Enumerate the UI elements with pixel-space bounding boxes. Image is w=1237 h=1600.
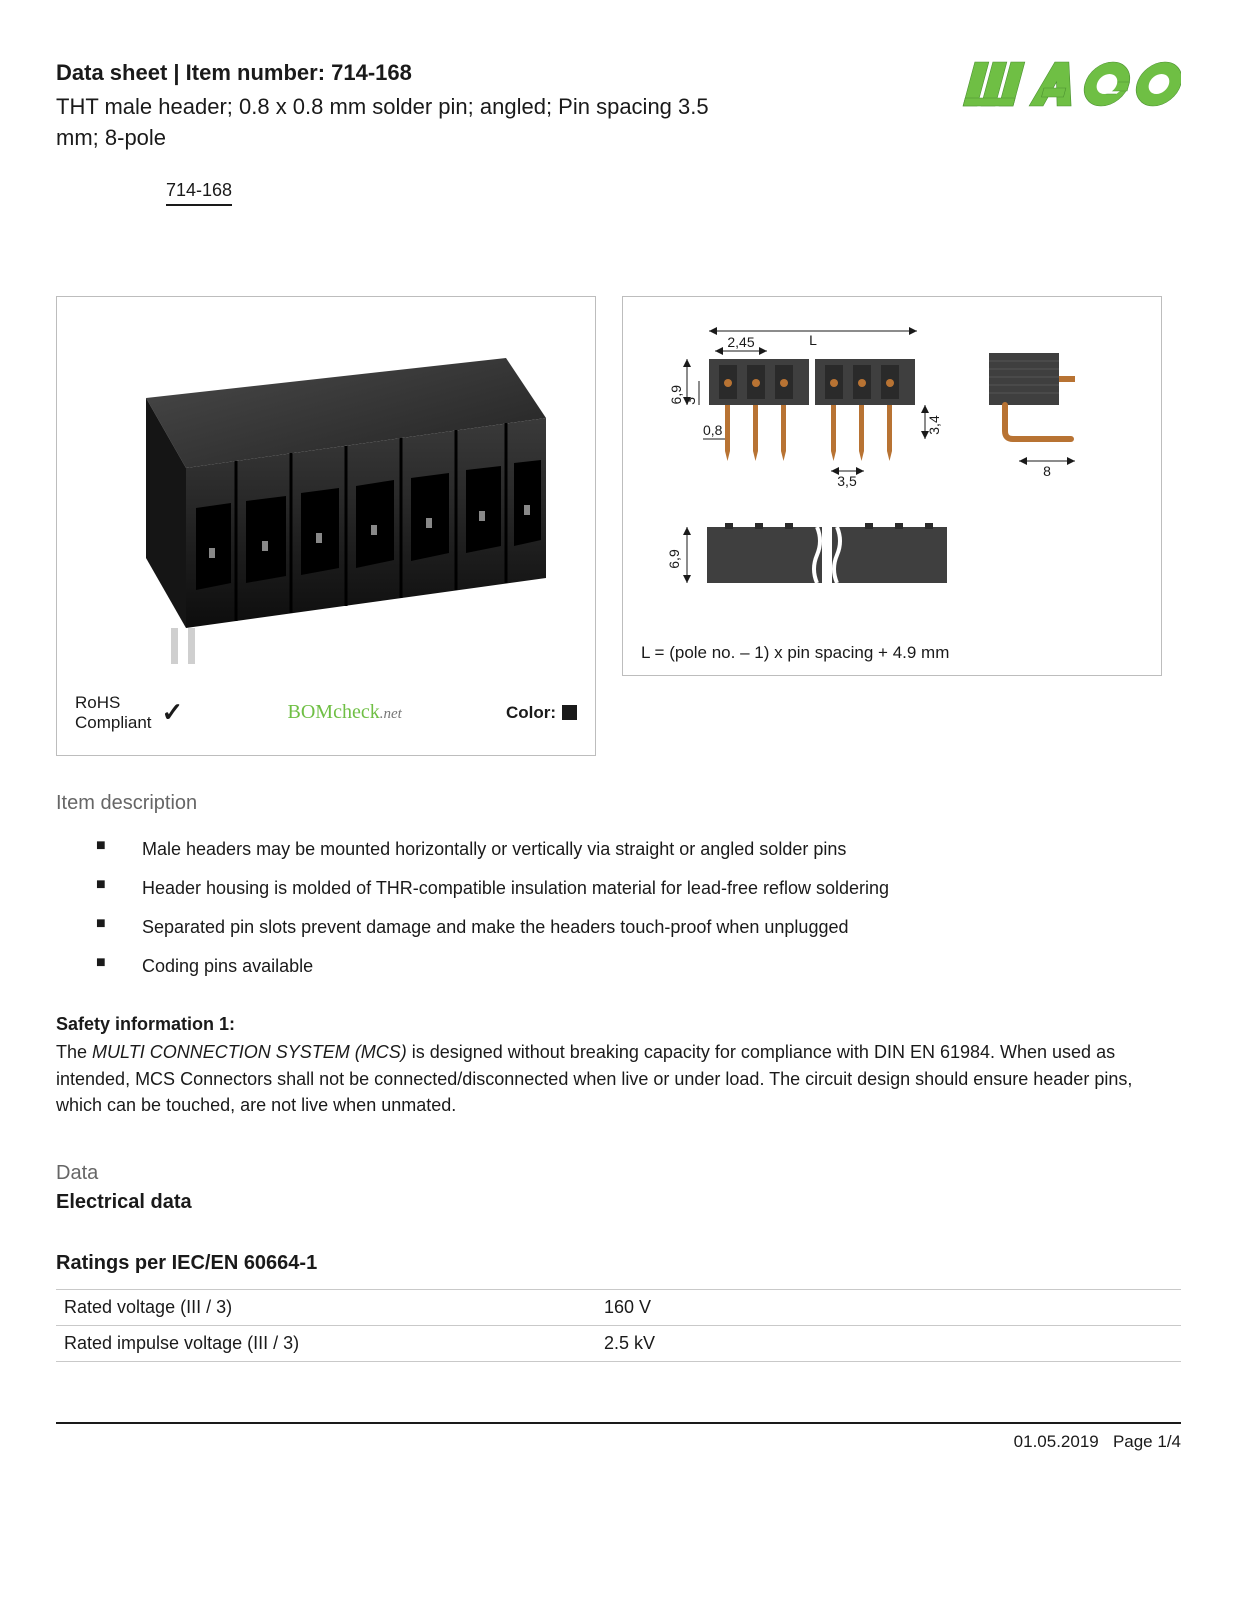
sheet-label: Data sheet xyxy=(56,60,167,85)
safety-prefix: The xyxy=(56,1042,92,1062)
rating-label: Rated impulse voltage (III / 3) xyxy=(56,1325,596,1361)
safety-title: Safety information 1: xyxy=(56,1011,1181,1037)
data-heading: Data xyxy=(56,1162,1181,1185)
rating-label: Rated voltage (III / 3) xyxy=(56,1289,596,1325)
footer-rule xyxy=(56,1422,1181,1424)
divider: | xyxy=(167,60,185,85)
product-image-box: RoHS Compliant ✓ BOMcheck.net Color: xyxy=(56,296,596,756)
bullet-item: Separated pin slots prevent damage and m… xyxy=(96,915,1181,940)
table-row: Rated impulse voltage (III / 3) 2.5 kV xyxy=(56,1325,1181,1361)
front-view-drawing: L 2,45 xyxy=(647,321,947,491)
dim-245: 2,45 xyxy=(727,334,754,350)
safety-block: Safety information 1: The MULTI CONNECTI… xyxy=(56,1011,1181,1117)
dim-8: 8 xyxy=(1043,463,1051,479)
wago-logo xyxy=(951,54,1181,114)
item-description-heading: Item description xyxy=(56,792,1181,815)
check-icon: ✓ xyxy=(162,697,184,728)
table-row: Rated voltage (III / 3) 160 V xyxy=(56,1289,1181,1325)
bomcheck-logo: BOMcheck.net xyxy=(288,701,402,724)
dim-L: L xyxy=(809,332,817,348)
bomcheck-main: BOMcheck xyxy=(288,701,380,723)
footer-date: 01.05.2019 xyxy=(1014,1432,1099,1451)
item-label: Item number: xyxy=(186,60,331,85)
ratings-title: Ratings per IEC/EN 60664-1 xyxy=(56,1252,1181,1275)
top-view-drawing: 6,9 xyxy=(647,509,987,599)
safety-italic: MULTI CONNECTION SYSTEM (MCS) xyxy=(92,1042,407,1062)
data-subheading: Electrical data xyxy=(56,1191,1181,1214)
length-formula: L = (pole no. – 1) x pin spacing + 4.9 m… xyxy=(635,637,1149,663)
description-list: Male headers may be mounted horizontally… xyxy=(56,837,1181,980)
sheet-title: Data sheet | Item number: 714-168 xyxy=(56,60,951,86)
item-number-link[interactable]: 714-168 xyxy=(166,180,232,206)
dim-08: 0,8 xyxy=(703,422,723,438)
safety-body: The MULTI CONNECTION SYSTEM (MCS) is des… xyxy=(56,1039,1181,1117)
color-label: Color: xyxy=(506,703,556,723)
bomcheck-suffix: .net xyxy=(380,706,402,722)
bullet-item: Header housing is molded of THR-compatib… xyxy=(96,876,1181,901)
ratings-table: Rated voltage (III / 3) 160 V Rated impu… xyxy=(56,1289,1181,1362)
rohs-label-1: RoHS xyxy=(75,693,152,713)
subtitle: THT male header; 0.8 x 0.8 mm solder pin… xyxy=(56,92,756,154)
footer-page: Page 1/4 xyxy=(1113,1432,1181,1451)
rating-value: 2.5 kV xyxy=(596,1325,1181,1361)
dim-34: 3,4 xyxy=(926,415,942,435)
color-swatch xyxy=(562,705,577,720)
rohs-label-2: Compliant xyxy=(75,713,152,733)
footer: 01.05.2019 Page 1/4 xyxy=(56,1432,1181,1452)
item-number: 714-168 xyxy=(331,60,412,85)
dim-3: 3 xyxy=(682,396,698,404)
bullet-item: Coding pins available xyxy=(96,954,1181,979)
bullet-item: Male headers may be mounted horizontally… xyxy=(96,837,1181,862)
product-render-svg xyxy=(76,328,576,668)
dim-35: 3,5 xyxy=(837,473,857,489)
side-view-drawing: 8 xyxy=(975,321,1105,491)
color-indicator: Color: xyxy=(506,703,577,723)
rating-value: 160 V xyxy=(596,1289,1181,1325)
tech-drawing-box: L 2,45 xyxy=(622,296,1162,676)
dim-69b: 6,9 xyxy=(666,549,682,569)
rohs-compliant: RoHS Compliant ✓ xyxy=(75,693,183,733)
